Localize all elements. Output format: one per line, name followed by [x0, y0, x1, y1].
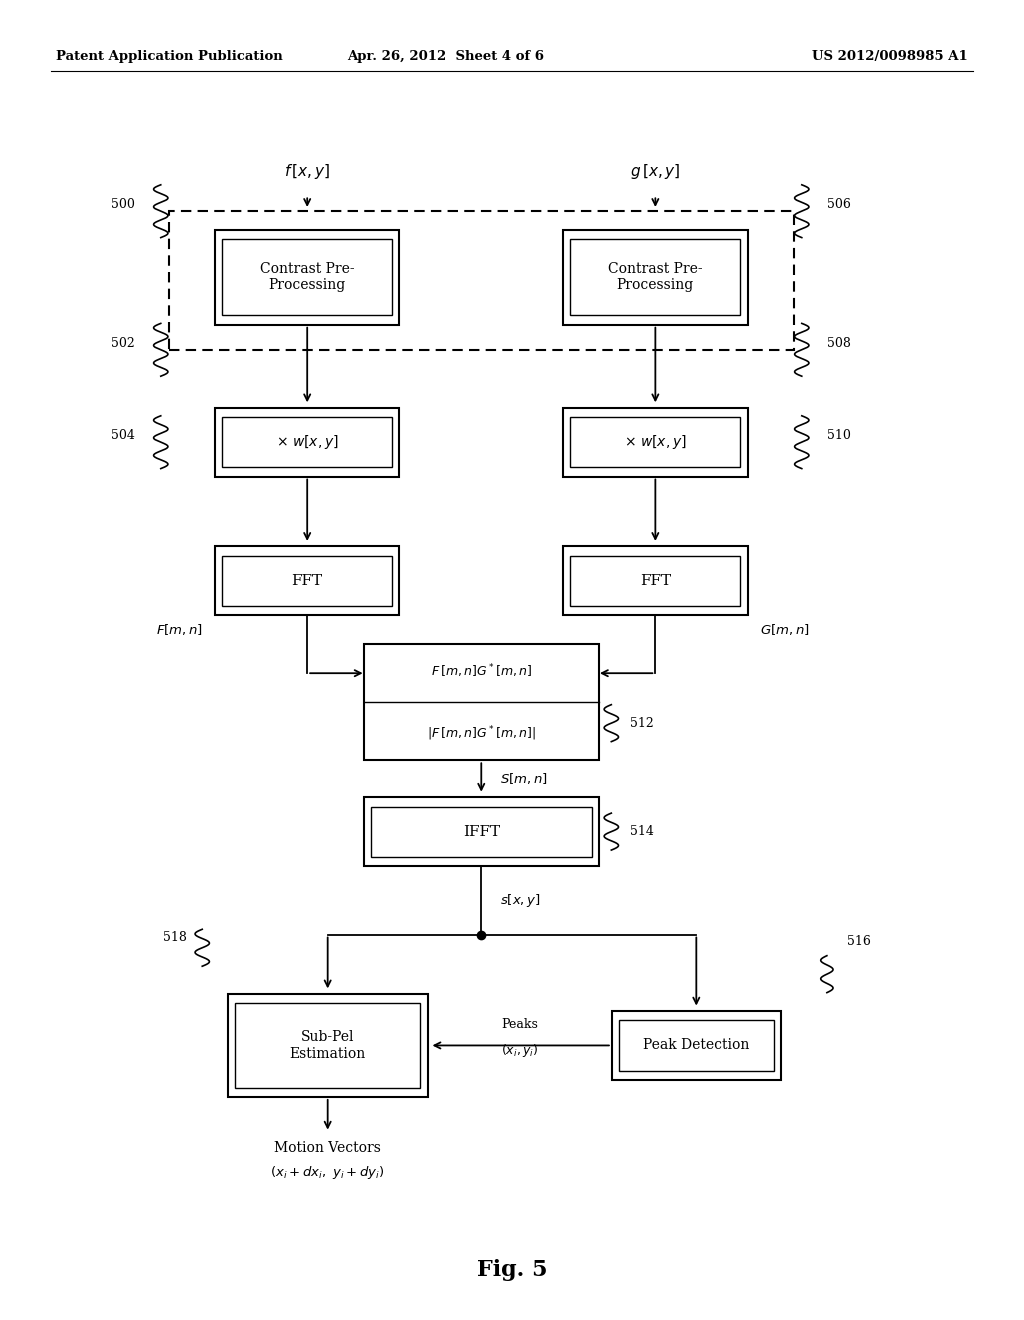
- Text: $F\,[m,n]G^*[m,n]$: $F\,[m,n]G^*[m,n]$: [431, 663, 531, 680]
- Text: $G[m,n]$: $G[m,n]$: [760, 622, 809, 638]
- FancyBboxPatch shape: [364, 797, 599, 866]
- Text: $S[m,n]$: $S[m,n]$: [500, 771, 548, 787]
- Text: Sub-Pel
Estimation: Sub-Pel Estimation: [290, 1031, 366, 1060]
- Text: 518: 518: [163, 931, 186, 944]
- Text: Fig. 5: Fig. 5: [477, 1259, 547, 1280]
- Text: 506: 506: [827, 198, 851, 211]
- Text: Contrast Pre-
Processing: Contrast Pre- Processing: [260, 263, 354, 292]
- Text: Motion Vectors: Motion Vectors: [274, 1142, 381, 1155]
- Text: 512: 512: [630, 717, 653, 730]
- FancyBboxPatch shape: [364, 644, 599, 760]
- FancyBboxPatch shape: [570, 239, 740, 315]
- Text: Peak Detection: Peak Detection: [643, 1039, 750, 1052]
- FancyBboxPatch shape: [570, 417, 740, 467]
- FancyBboxPatch shape: [236, 1003, 420, 1088]
- Text: $s[x,y]$: $s[x,y]$: [500, 892, 541, 908]
- Text: IFFT: IFFT: [463, 825, 500, 838]
- Text: FFT: FFT: [292, 574, 323, 587]
- FancyBboxPatch shape: [215, 546, 399, 615]
- FancyBboxPatch shape: [618, 1020, 774, 1071]
- Text: 504: 504: [112, 429, 135, 442]
- Text: $(x_i+dx_i,\ y_i+dy_i)$: $(x_i+dx_i,\ y_i+dy_i)$: [270, 1164, 385, 1180]
- Text: $\times\ w[x,y]$: $\times\ w[x,y]$: [275, 433, 339, 451]
- Text: FFT: FFT: [640, 574, 671, 587]
- FancyBboxPatch shape: [563, 230, 748, 325]
- FancyBboxPatch shape: [227, 994, 428, 1097]
- Text: 508: 508: [827, 337, 851, 350]
- FancyBboxPatch shape: [612, 1011, 781, 1080]
- Text: $f\,[x,y]$: $f\,[x,y]$: [284, 162, 331, 181]
- FancyBboxPatch shape: [222, 417, 392, 467]
- Text: Patent Application Publication: Patent Application Publication: [56, 50, 283, 63]
- FancyBboxPatch shape: [215, 408, 399, 477]
- Text: $\times\ w[x,y]$: $\times\ w[x,y]$: [624, 433, 687, 451]
- FancyBboxPatch shape: [563, 546, 748, 615]
- Text: 502: 502: [112, 337, 135, 350]
- FancyBboxPatch shape: [570, 556, 740, 606]
- Text: $|F\,[m,n]G^*[m,n]|$: $|F\,[m,n]G^*[m,n]|$: [427, 725, 536, 743]
- FancyBboxPatch shape: [222, 239, 392, 315]
- Text: 510: 510: [827, 429, 851, 442]
- Text: Contrast Pre-
Processing: Contrast Pre- Processing: [608, 263, 702, 292]
- Text: $(x_i, y_i)$: $(x_i, y_i)$: [501, 1043, 539, 1059]
- Text: 500: 500: [112, 198, 135, 211]
- Text: $F[m,n]$: $F[m,n]$: [156, 622, 203, 638]
- Text: 516: 516: [848, 935, 871, 948]
- Text: Apr. 26, 2012  Sheet 4 of 6: Apr. 26, 2012 Sheet 4 of 6: [347, 50, 544, 63]
- FancyBboxPatch shape: [371, 807, 592, 857]
- Text: US 2012/0098985 A1: US 2012/0098985 A1: [812, 50, 968, 63]
- Text: 514: 514: [630, 825, 653, 838]
- FancyBboxPatch shape: [563, 408, 748, 477]
- Text: Peaks: Peaks: [501, 1018, 539, 1031]
- FancyBboxPatch shape: [222, 556, 392, 606]
- FancyBboxPatch shape: [215, 230, 399, 325]
- Text: $g\,[x,y]$: $g\,[x,y]$: [630, 162, 681, 181]
